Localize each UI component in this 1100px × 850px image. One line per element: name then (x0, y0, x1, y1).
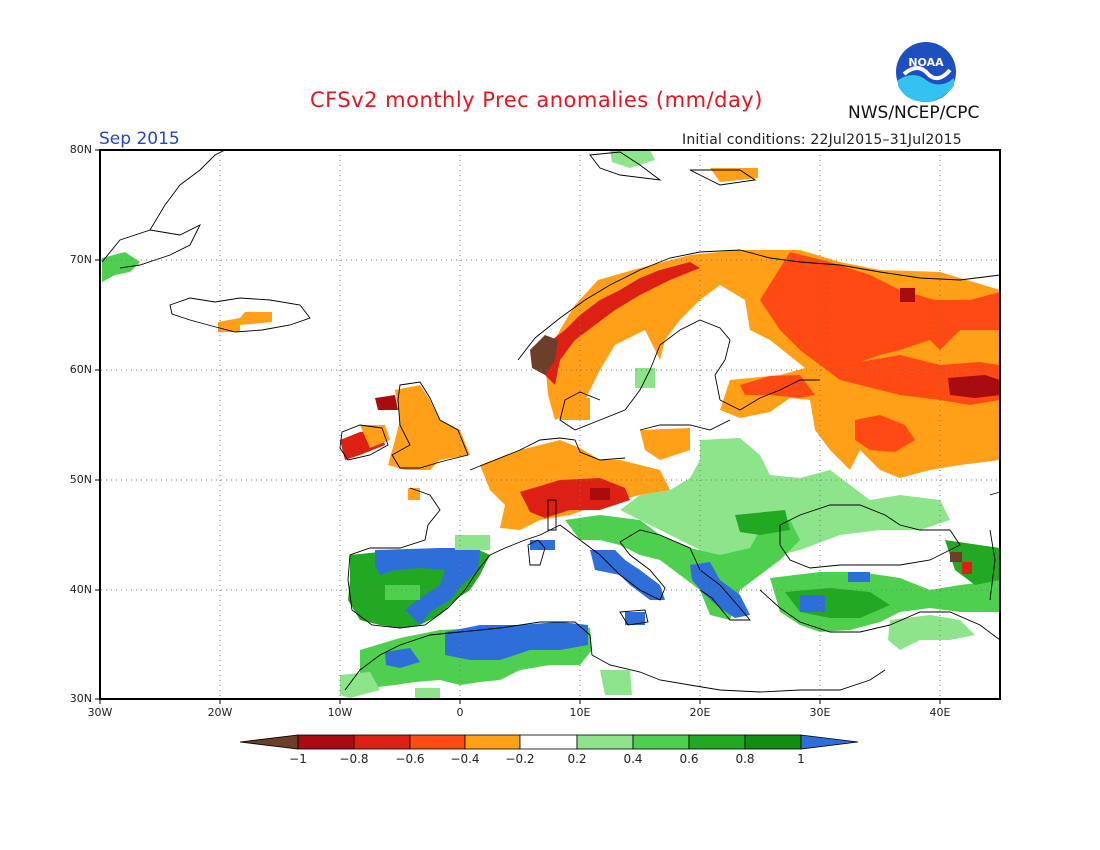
colorbar-arrow-left (239, 734, 299, 750)
coast-ireland (339, 424, 389, 461)
coast-caspian (989, 491, 1001, 601)
anomaly-lightgreen-algeria (415, 688, 440, 698)
colorbar-swatch-8 (688, 734, 746, 750)
lon-label-40e: 40E (929, 706, 951, 719)
coast-greenland (101, 149, 226, 269)
colorbar-arrow-right (800, 734, 859, 750)
colorbar-label-08: 0.8 (735, 752, 755, 766)
lon-label-0: 0 (456, 706, 464, 719)
coast-iceland (169, 297, 311, 333)
anomaly-redorange-south-russia (855, 415, 915, 452)
lat-label-80n: 80N (69, 143, 92, 156)
colorbar-label-m1: −1 (289, 752, 307, 766)
lon-label-10w: 10W (327, 706, 353, 719)
coast-britain (391, 381, 469, 469)
anomaly-redorange-baltic (740, 375, 815, 398)
anomaly-fields (102, 150, 1000, 698)
anomaly-red-caucasus (962, 562, 972, 574)
colorbar-label-1: 1 (797, 752, 805, 766)
anomaly-green-balkans (565, 515, 800, 620)
anomaly-lightgreen-libya (600, 670, 632, 695)
colorbar-swatch-2 (353, 734, 411, 750)
lon-label-10e: 10E (569, 706, 591, 719)
colorbar-label-m02: −0.2 (505, 752, 535, 766)
anomaly-red-scotland (375, 395, 398, 410)
anomaly-blue-anatolia (848, 572, 870, 582)
anomaly-orange-poland (640, 428, 690, 460)
anomaly-blue-turkey (800, 595, 825, 612)
lat-label-60n: 60N (69, 363, 92, 376)
anomaly-red-norway (545, 262, 700, 385)
coast-baltic (639, 379, 820, 431)
anomaly-lightgreen-saharaedge (340, 672, 380, 698)
anomaly-orange-britain (388, 385, 470, 470)
colorbar-label-06: 0.6 (679, 752, 699, 766)
coast-northafrica (344, 621, 886, 693)
anomaly-midgreen-romania (735, 510, 790, 535)
forecast-month: Sep 2015 (99, 129, 180, 149)
anomaly-blue-sicily (625, 612, 645, 625)
map-title: CFSv2 monthly Prec anomalies (mm/day) (310, 88, 763, 112)
anomaly-green-caucasus (945, 540, 1000, 585)
lon-label-20e: 20E (689, 706, 711, 719)
colorbar-swatch-5 (519, 734, 578, 750)
initial-conditions: Initial conditions: 22Jul2015–31Jul2015 (682, 132, 962, 148)
colorbar (239, 734, 859, 750)
anomaly-blue-greece (690, 562, 750, 618)
coast-scandinavia (517, 249, 1001, 431)
colorbar-swatch-3 (409, 734, 466, 750)
colorbar-label-02: 0.2 (567, 752, 587, 766)
coast-svalbard (589, 151, 757, 186)
lat-label-70n: 70N (69, 253, 92, 266)
anomaly-blue-italy (590, 550, 665, 600)
anomaly-brown-caucasus (950, 552, 962, 562)
colorbar-swatch-6 (576, 734, 634, 750)
svg-text:NOAA: NOAA (908, 56, 944, 69)
anomaly-lightgreen-svalbard (610, 150, 655, 168)
colorbar-label-m06: −0.6 (395, 752, 425, 766)
anomaly-blue-iberia (375, 548, 480, 625)
anomaly-green-lightspot-iberia (385, 585, 420, 600)
anomaly-lightgreen-middleeast (888, 615, 975, 650)
anomaly-lightgreen-central (620, 438, 950, 560)
lon-label-30e: 30E (809, 706, 831, 719)
lat-label-30n: 30N (69, 692, 92, 705)
anomaly-orange-iceland (218, 312, 272, 332)
map-frame (99, 149, 1001, 700)
anomaly-lightgreen-sweden (635, 368, 655, 388)
colorbar-label-m04: −0.4 (450, 752, 480, 766)
anomaly-darkred-finland (900, 288, 915, 302)
colorbar-swatch-7 (632, 734, 690, 750)
coastlines (101, 149, 1001, 693)
anomaly-green-greenland (102, 252, 140, 282)
colorbar-label-04: 0.4 (623, 752, 643, 766)
lon-label-30w: 30W (87, 706, 113, 719)
colorbar-swatch-1 (297, 734, 355, 750)
anomaly-brown-norway (530, 335, 558, 375)
anomaly-lightgreen-northiberia (455, 535, 490, 550)
colorbar-swatch-4 (464, 734, 521, 750)
anomaly-blue-morocco (385, 648, 420, 668)
noaa-logo-icon: NOAA (896, 42, 956, 102)
tick-marks (95, 149, 941, 704)
agency-label: NWS/NCEP/CPC (848, 103, 980, 123)
anomaly-orange-westfrance (408, 488, 420, 500)
lon-label-20w: 20W (207, 706, 233, 719)
coast-blacksea (779, 504, 961, 569)
lat-label-40n: 40N (69, 583, 92, 596)
anomaly-orange-svalbard (710, 168, 758, 182)
colorbar-label-m08: −0.8 (339, 752, 369, 766)
anomaly-darkred-alps (590, 488, 610, 500)
coast-turkey (759, 589, 1001, 641)
lat-label-50n: 50N (69, 473, 92, 486)
colorbar-swatch-9 (744, 734, 802, 750)
anomaly-orange-denmark (555, 395, 590, 420)
anomaly-darkred-urals (948, 375, 1000, 398)
anomaly-blue-northafrica (445, 622, 588, 660)
coast-italy-islands (527, 499, 649, 626)
